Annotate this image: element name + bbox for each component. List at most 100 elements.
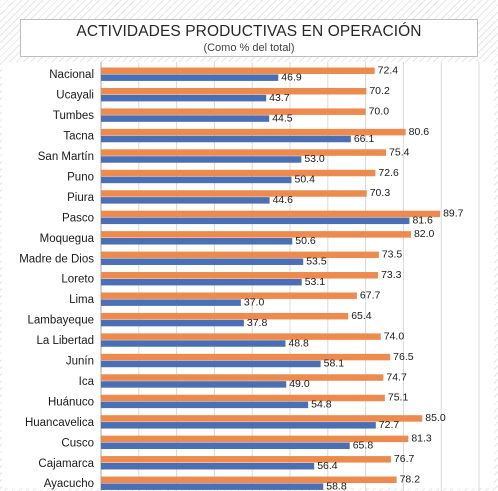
data-label: 53.5 bbox=[306, 255, 327, 267]
title-box: ACTIVIDADES PRODUCTIVAS EN OPERACIÓN (Co… bbox=[20, 19, 478, 57]
bar-series-2 bbox=[101, 360, 321, 368]
bar-series-1 bbox=[101, 231, 411, 238]
data-label: 72.7 bbox=[379, 419, 400, 431]
bar-series-2 bbox=[101, 278, 302, 286]
category-label: Pasco bbox=[62, 212, 94, 224]
bar-series-2 bbox=[101, 442, 350, 450]
data-label: 37.8 bbox=[247, 317, 268, 329]
chart-title: ACTIVIDADES PRODUCTIVAS EN OPERACIÓN bbox=[76, 23, 422, 40]
category-label: Loreto bbox=[61, 274, 94, 286]
data-label: 70.2 bbox=[369, 85, 390, 97]
bar-series-2 bbox=[101, 462, 315, 470]
data-label: 44.5 bbox=[272, 112, 293, 124]
data-label: 89.7 bbox=[443, 208, 464, 220]
data-label: 72.4 bbox=[378, 65, 399, 77]
data-label: 49.0 bbox=[289, 378, 310, 390]
category-label: Lima bbox=[69, 294, 95, 306]
category-label: Moquegua bbox=[40, 233, 95, 245]
data-label: 76.7 bbox=[394, 453, 415, 465]
bar-series-1 bbox=[101, 415, 423, 422]
bar-series-1 bbox=[101, 149, 387, 156]
bar-series-2 bbox=[101, 156, 302, 163]
category-label: Nacional bbox=[49, 69, 94, 81]
bar-series-2 bbox=[101, 422, 376, 429]
category-label: Ucayali bbox=[56, 90, 94, 102]
bar-series-1 bbox=[101, 190, 367, 197]
bar-series-1 bbox=[101, 128, 406, 136]
data-label: 54.8 bbox=[311, 399, 332, 411]
bar-series-1 bbox=[101, 333, 381, 340]
bar-series-2 bbox=[101, 135, 351, 143]
data-label: 78.2 bbox=[400, 474, 421, 486]
category-label: Cajamarca bbox=[38, 458, 94, 470]
data-label: 53.1 bbox=[305, 276, 326, 288]
bar-series-2 bbox=[101, 238, 293, 245]
data-label: 66.1 bbox=[354, 133, 375, 145]
bar-series-2 bbox=[101, 115, 270, 122]
bar-series-1 bbox=[101, 353, 391, 361]
bar-series-1 bbox=[101, 456, 391, 463]
data-label: 65.4 bbox=[351, 310, 372, 322]
category-label: Junín bbox=[66, 356, 94, 368]
category-label: Tumbes bbox=[53, 110, 94, 122]
data-label: 53.0 bbox=[304, 153, 325, 165]
category-label: Piura bbox=[67, 192, 94, 204]
data-label: 56.4 bbox=[317, 460, 338, 472]
data-label: 72.6 bbox=[378, 167, 399, 179]
data-label: 73.3 bbox=[381, 269, 402, 281]
data-label: 75.1 bbox=[388, 392, 409, 404]
data-label: 81.3 bbox=[411, 433, 432, 445]
bar-series-2 bbox=[101, 401, 309, 409]
chart-subtitle: (Como % del total) bbox=[203, 42, 295, 54]
bar-series-1 bbox=[101, 67, 375, 75]
data-label: 43.7 bbox=[269, 92, 290, 104]
data-label: 50.6 bbox=[295, 235, 316, 247]
bar-series-1 bbox=[101, 108, 366, 115]
category-label: Huánuco bbox=[48, 396, 94, 408]
bar-series-1 bbox=[101, 312, 349, 320]
data-label: 58.1 bbox=[324, 358, 345, 370]
bar-series-1 bbox=[101, 394, 385, 402]
bar-series-2 bbox=[101, 340, 286, 347]
data-label: 74.0 bbox=[384, 330, 405, 342]
bar-series-2 bbox=[101, 299, 241, 306]
bar-series-2 bbox=[101, 381, 287, 388]
data-label: 85.0 bbox=[425, 412, 446, 424]
data-label: 75.4 bbox=[389, 146, 410, 158]
bar-series-1 bbox=[101, 169, 376, 177]
data-label: 44.6 bbox=[273, 194, 294, 206]
category-label: San Martín bbox=[38, 151, 94, 163]
bar-series-2 bbox=[101, 319, 244, 327]
category-label: Ayacucho bbox=[44, 478, 94, 490]
data-label: 58.8 bbox=[326, 480, 347, 491]
category-label: Cusco bbox=[61, 437, 94, 449]
bar-series-1 bbox=[101, 435, 409, 443]
data-label: 82.0 bbox=[414, 228, 435, 240]
category-label: Madre de Dios bbox=[19, 253, 94, 265]
data-label: 74.7 bbox=[386, 371, 407, 383]
data-label: 70.0 bbox=[369, 105, 390, 117]
data-label: 65.8 bbox=[353, 440, 374, 452]
bar-series-2 bbox=[101, 74, 279, 81]
data-label: 37.0 bbox=[244, 296, 265, 308]
bar-series-1 bbox=[101, 292, 357, 299]
bar-series-1 bbox=[101, 272, 379, 279]
bar-series-2 bbox=[101, 94, 267, 102]
data-label: 46.9 bbox=[281, 71, 302, 83]
data-label: 48.8 bbox=[288, 337, 309, 349]
data-label: 81.6 bbox=[412, 215, 433, 227]
bar-series-2 bbox=[101, 483, 324, 490]
category-label: Ica bbox=[79, 376, 95, 388]
data-label: 76.5 bbox=[393, 351, 414, 363]
category-label: Lambayeque bbox=[28, 315, 95, 327]
data-label: 67.7 bbox=[360, 289, 381, 301]
category-label: Puno bbox=[67, 171, 94, 183]
bar-series-2 bbox=[101, 176, 292, 184]
data-label: 73.5 bbox=[382, 249, 403, 261]
bar-series-1 bbox=[101, 210, 441, 218]
bar-series-1 bbox=[101, 251, 379, 259]
category-label: La Libertad bbox=[36, 335, 94, 347]
bar-series-1 bbox=[101, 87, 367, 95]
